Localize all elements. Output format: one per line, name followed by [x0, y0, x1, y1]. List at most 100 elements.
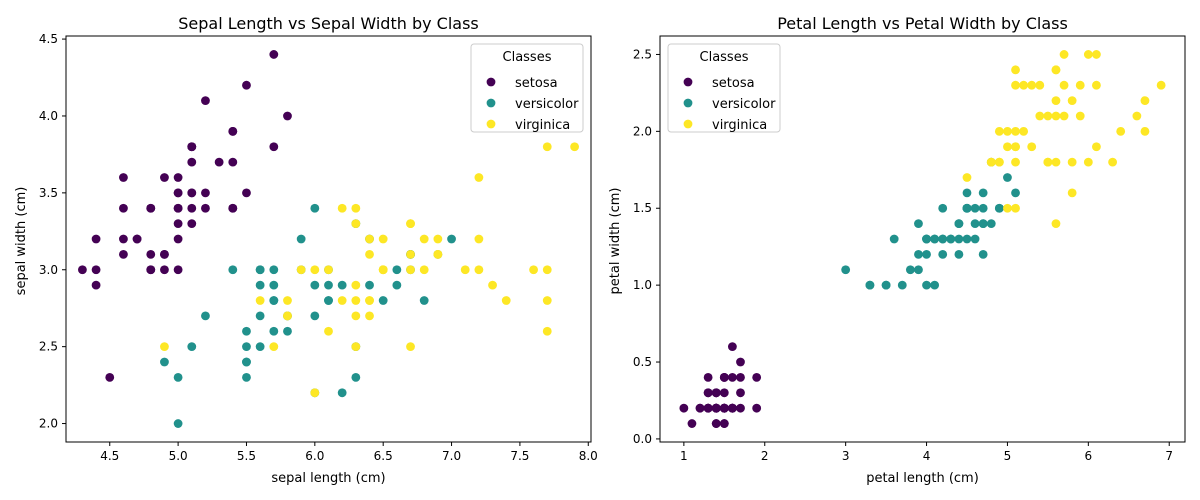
- data-point-virginica: [1075, 80, 1085, 90]
- data-point-virginica: [351, 280, 361, 290]
- data-point-virginica: [1092, 50, 1101, 59]
- data-point-versicolor: [201, 311, 210, 321]
- data-point-virginica: [406, 219, 415, 229]
- data-point-versicolor: [242, 373, 251, 382]
- data-point-setosa: [703, 388, 713, 398]
- data-point-versicolor: [930, 280, 940, 290]
- data-point-versicolor: [889, 234, 899, 244]
- y-tick-label: 2.0: [39, 417, 58, 431]
- data-point-setosa: [119, 173, 128, 182]
- data-point-virginica: [365, 311, 374, 321]
- data-point-virginica: [1083, 157, 1093, 167]
- data-point-versicolor: [914, 265, 923, 275]
- data-point-virginica: [529, 265, 538, 275]
- data-point-setosa: [105, 373, 115, 382]
- data-point-setosa: [78, 265, 87, 275]
- data-point-setosa: [146, 203, 156, 213]
- data-point-versicolor: [187, 342, 197, 352]
- data-point-versicolor: [351, 373, 361, 382]
- y-tick-label: 0.5: [633, 355, 652, 369]
- data-point-setosa: [283, 111, 292, 121]
- data-point-virginica: [474, 234, 484, 244]
- data-point-versicolor: [324, 296, 333, 305]
- data-point-versicolor: [914, 249, 923, 259]
- data-point-versicolor: [841, 265, 851, 275]
- data-point-setosa: [695, 403, 705, 413]
- data-point-setosa: [201, 203, 210, 213]
- data-point-virginica: [365, 234, 374, 244]
- data-point-setosa: [728, 373, 737, 382]
- data-point-virginica: [365, 249, 374, 259]
- data-point-setosa: [187, 157, 197, 167]
- y-tick-label: 1.0: [633, 278, 652, 292]
- x-tick-label: 7: [1165, 449, 1173, 463]
- data-point-setosa: [736, 403, 745, 413]
- data-point-setosa: [119, 203, 128, 213]
- legend-box: [470, 43, 584, 133]
- data-point-setosa: [173, 219, 183, 229]
- y-tick-label: 2.5: [633, 47, 652, 61]
- data-point-virginica: [351, 311, 361, 321]
- data-point-setosa: [119, 234, 128, 244]
- data-point-virginica: [1108, 157, 1117, 167]
- x-tick-label: 4.5: [100, 449, 119, 463]
- data-points: [78, 50, 579, 428]
- data-point-setosa: [187, 203, 197, 213]
- data-point-versicolor: [970, 234, 980, 244]
- data-point-versicolor: [447, 234, 456, 244]
- data-point-setosa: [91, 265, 101, 275]
- data-point-setosa: [160, 173, 169, 182]
- data-point-versicolor: [914, 219, 923, 229]
- data-point-virginica: [1140, 126, 1150, 136]
- data-point-versicolor: [255, 265, 265, 275]
- data-point-versicolor: [978, 188, 988, 198]
- data-point-setosa: [146, 249, 156, 259]
- data-point-setosa: [132, 234, 142, 244]
- data-point-setosa: [160, 265, 169, 275]
- data-point-versicolor: [242, 357, 251, 367]
- data-point-versicolor: [994, 203, 1004, 213]
- data-point-setosa: [91, 280, 101, 290]
- x-tick-label: 7.5: [510, 449, 529, 463]
- data-point-versicolor: [946, 234, 956, 244]
- data-point-virginica: [310, 265, 320, 275]
- y-tick-label: 1.5: [633, 201, 652, 215]
- data-point-virginica: [283, 311, 292, 321]
- x-tick-label: 7.0: [442, 449, 461, 463]
- data-point-setosa: [736, 357, 745, 367]
- data-point-versicolor: [938, 203, 948, 213]
- data-point-versicolor: [310, 203, 320, 213]
- legend: Classes setosa versicolor virginica: [667, 43, 781, 133]
- data-point-setosa: [173, 203, 183, 213]
- y-axis-label: sepal width (cm): [14, 187, 29, 296]
- data-point-versicolor: [986, 219, 996, 229]
- legend-label-versicolor: versicolor: [712, 97, 776, 112]
- x-tick-label: 6.0: [305, 449, 324, 463]
- x-tick-label: 8.0: [579, 449, 598, 463]
- data-point-virginica: [1003, 126, 1012, 136]
- data-point-setosa: [201, 96, 210, 105]
- data-point-setosa: [201, 188, 210, 198]
- data-point-setosa: [687, 419, 697, 428]
- data-point-virginica: [406, 265, 415, 275]
- data-point-setosa: [214, 157, 224, 167]
- data-point-virginica: [1051, 219, 1061, 229]
- data-point-versicolor: [392, 280, 402, 290]
- data-point-setosa: [187, 219, 197, 229]
- x-tick-label: 6.5: [374, 449, 393, 463]
- data-point-virginica: [994, 126, 1004, 136]
- data-point-versicolor: [269, 296, 279, 305]
- data-point-setosa: [679, 403, 689, 413]
- data-point-virginica: [337, 203, 347, 213]
- data-point-virginica: [1140, 96, 1150, 105]
- data-point-setosa: [119, 249, 128, 259]
- x-axis-label: sepal length (cm): [271, 471, 385, 486]
- data-point-setosa: [187, 188, 197, 198]
- data-point-setosa: [160, 249, 169, 259]
- legend-box: [667, 43, 781, 133]
- data-point-setosa: [703, 373, 713, 382]
- data-point-versicolor: [922, 280, 931, 290]
- axes-frame: [65, 35, 592, 443]
- data-point-virginica: [337, 296, 347, 305]
